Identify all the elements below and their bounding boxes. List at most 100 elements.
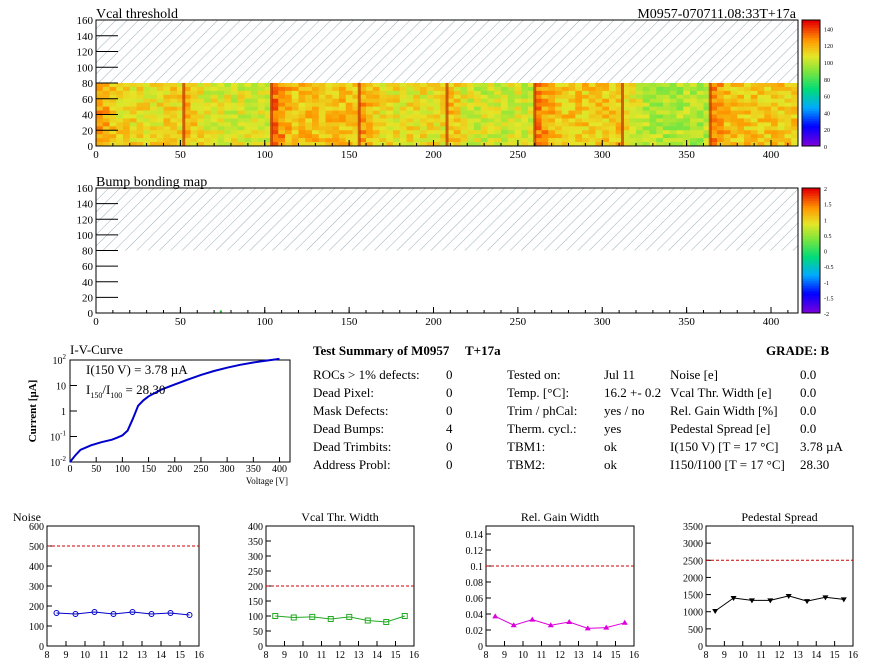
heatmap-cell xyxy=(582,102,590,107)
heatmap-cell xyxy=(784,110,792,115)
heatmap-cell xyxy=(595,90,603,96)
x-tick-label: 14 xyxy=(592,650,602,661)
iv-annotation-part: I xyxy=(86,382,90,397)
heatmap-cell xyxy=(386,118,394,123)
heatmap-cell xyxy=(487,118,495,123)
x-tick-label: 14 xyxy=(811,650,821,661)
heatmap-cell xyxy=(541,138,549,143)
heatmap-cell xyxy=(156,118,164,123)
heatmap-cell xyxy=(386,102,394,107)
heatmap-cell xyxy=(784,106,792,111)
heatmap-cell xyxy=(750,106,758,111)
heatmap-cell xyxy=(690,126,698,131)
heatmap-cell xyxy=(453,138,461,143)
heatmap-cell xyxy=(649,94,657,100)
heatmap-cell xyxy=(264,122,272,127)
heatmap-cell xyxy=(582,134,590,139)
heatmap-cell xyxy=(332,134,340,139)
heatmap-cell xyxy=(723,86,731,92)
heatmap-cell xyxy=(332,130,340,135)
heatmap-cell xyxy=(629,86,637,92)
heatmap-cell xyxy=(305,110,313,115)
heatmap-cell xyxy=(150,122,158,127)
colorbar-cell xyxy=(802,245,820,249)
heatmap-cell xyxy=(237,142,245,147)
y-tick-label: 40 xyxy=(82,110,94,122)
heatmap-cell xyxy=(204,118,212,123)
heatmap-cell xyxy=(609,98,617,103)
vcal-threshold-title: Vcal threshold xyxy=(96,7,178,22)
heatmap-cell xyxy=(642,126,650,131)
heatmap-cell xyxy=(541,130,549,135)
heatmap-cell xyxy=(352,138,360,143)
heatmap-cell xyxy=(676,126,684,131)
x-axis-label: Voltage [V] xyxy=(246,476,288,486)
heatmap-cell xyxy=(575,126,583,131)
heatmap-cell xyxy=(480,114,488,119)
heatmap-cell xyxy=(129,138,137,143)
heatmap-cell xyxy=(440,86,448,92)
heatmap-cell xyxy=(764,114,772,119)
heatmap-cell xyxy=(339,102,347,107)
iv-curve-chart: 0 50 100 150 200 250 300 350 40010-210-1110102Vo… xyxy=(27,353,291,486)
heatmap-cell xyxy=(339,126,347,131)
heatmap-cell xyxy=(784,98,792,103)
heatmap-cell xyxy=(656,126,664,131)
heatmap-cell xyxy=(285,94,293,100)
colorbar-cell xyxy=(802,22,820,26)
heatmap-cell xyxy=(210,118,218,123)
colorbar-cell xyxy=(802,203,820,206)
y-tick-label: 3500 xyxy=(683,522,703,533)
heatmap-cell xyxy=(325,114,333,119)
heatmap-cell xyxy=(96,122,104,127)
heatmap-cell xyxy=(561,114,569,119)
heatmap-cell xyxy=(129,142,137,147)
heatmap-cell xyxy=(447,118,455,123)
heatmap-cell xyxy=(528,94,536,100)
heatmap-cell xyxy=(555,114,563,119)
heatmap-cell xyxy=(561,138,569,143)
heatmap-cell xyxy=(109,118,117,123)
heatmap-cell xyxy=(237,86,245,92)
heatmap-cell xyxy=(656,86,664,92)
heatmap-cell xyxy=(291,90,299,96)
heatmap-cell xyxy=(669,98,677,103)
heatmap-cell xyxy=(649,122,657,127)
heatmap-cell xyxy=(717,86,725,92)
heatmap-cell xyxy=(332,138,340,143)
summary-value: 0 xyxy=(446,403,453,418)
heatmap-cell xyxy=(156,102,164,107)
heatmap-cell xyxy=(609,126,617,131)
heatmap-cell xyxy=(190,86,198,92)
heatmap-cell xyxy=(291,83,299,88)
heatmap-cell xyxy=(312,106,320,111)
heatmap-cell xyxy=(305,114,313,119)
heatmap-cell xyxy=(102,122,110,127)
heatmap-cell xyxy=(244,90,252,96)
heatmap-cell xyxy=(757,98,765,103)
data-point xyxy=(364,617,371,624)
plot-frame xyxy=(485,525,635,647)
colorbar-cell xyxy=(802,238,820,241)
heatmap-cell xyxy=(494,142,502,147)
heatmap-cell xyxy=(487,134,495,139)
heatmap-cell xyxy=(521,90,529,96)
heatmap-cell xyxy=(339,110,347,115)
heatmap-cell xyxy=(561,130,569,135)
heatmap-cell xyxy=(359,98,367,103)
heatmap-cell xyxy=(615,98,623,103)
heatmap-cell xyxy=(231,110,239,115)
heatmap-cell xyxy=(298,102,306,107)
heatmap-cell xyxy=(399,126,407,131)
iv-annotation-part: = 28.30 xyxy=(122,382,165,397)
heatmap-cell xyxy=(656,130,664,135)
heatmap-cell xyxy=(561,98,569,103)
heatmap-cell xyxy=(278,98,286,103)
heatmap-cell xyxy=(501,83,509,88)
heatmap-cell xyxy=(433,122,441,127)
heatmap-cell xyxy=(696,142,704,147)
heatmap-cell xyxy=(318,98,326,103)
heatmap-cell xyxy=(582,83,590,88)
x-tick-label: 14 xyxy=(156,650,166,661)
heatmap-cell xyxy=(723,98,731,103)
